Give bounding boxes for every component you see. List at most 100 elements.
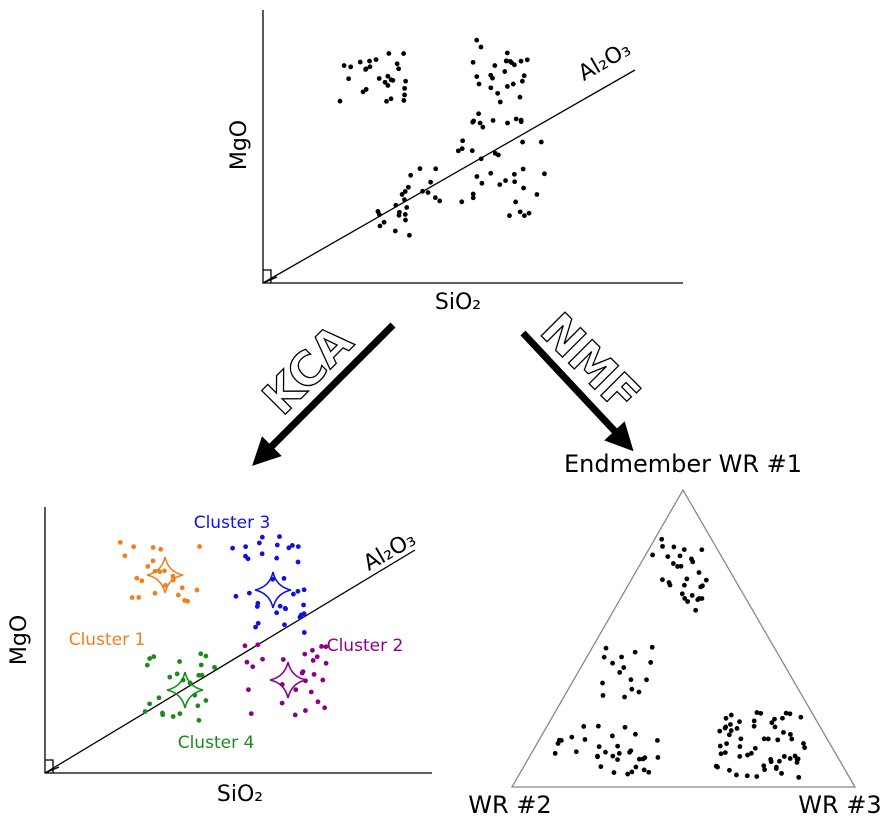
dot — [243, 544, 249, 550]
dot — [802, 745, 808, 751]
dot — [798, 714, 804, 720]
dot — [573, 749, 579, 755]
dot — [432, 195, 438, 201]
dot — [629, 769, 635, 775]
dot — [727, 767, 732, 773]
dot — [396, 212, 402, 218]
dot — [295, 588, 301, 594]
top-plot: MgO SiO₂ Al₂O₃ — [227, 10, 683, 315]
dot — [495, 90, 501, 96]
dot — [375, 209, 381, 214]
dot — [625, 771, 631, 777]
dot — [478, 156, 484, 162]
dot — [777, 758, 782, 764]
dot — [246, 590, 252, 596]
dot — [455, 148, 461, 154]
dot — [617, 670, 623, 675]
dot — [629, 686, 635, 692]
dot — [699, 596, 705, 601]
dot — [745, 752, 750, 758]
dot — [147, 656, 153, 661]
y-label: MgO — [227, 120, 252, 170]
dot — [401, 51, 407, 56]
dot — [382, 79, 388, 85]
dot — [679, 591, 685, 597]
dot — [301, 630, 307, 635]
dot — [507, 213, 512, 219]
dot — [502, 69, 508, 74]
dot — [408, 172, 414, 178]
dot — [233, 593, 239, 599]
dot — [685, 599, 691, 604]
dot — [520, 166, 526, 172]
dot — [277, 534, 282, 539]
dot — [632, 649, 638, 655]
dot — [390, 77, 396, 83]
dot — [504, 84, 510, 89]
dot — [642, 755, 648, 761]
dot — [384, 98, 389, 104]
dot — [751, 723, 757, 729]
dot — [348, 64, 354, 70]
dot — [175, 592, 181, 598]
dot — [758, 710, 764, 716]
dot — [274, 542, 280, 548]
dot — [504, 58, 509, 64]
dot — [197, 544, 202, 549]
dot — [311, 671, 317, 677]
dot — [346, 76, 351, 82]
dot — [693, 607, 699, 613]
dot — [403, 217, 408, 223]
dot — [649, 644, 655, 650]
ternary: Endmember WR #1 WR #2 WR #3 — [468, 450, 881, 819]
x-label: SiO₂ — [435, 290, 481, 315]
dot — [385, 83, 391, 88]
dot — [752, 745, 758, 751]
dot — [513, 116, 519, 122]
dot — [728, 712, 734, 718]
dot — [399, 192, 405, 197]
dot — [695, 597, 701, 603]
dot — [622, 724, 628, 730]
dot — [703, 577, 709, 583]
dot — [751, 718, 757, 724]
dot — [633, 764, 639, 770]
dot — [314, 654, 320, 660]
dot — [671, 544, 677, 550]
dot — [157, 569, 163, 575]
dot — [323, 644, 329, 650]
dot — [611, 770, 617, 775]
dot — [170, 573, 176, 579]
dot — [460, 138, 466, 144]
dot — [641, 767, 647, 773]
dot — [129, 595, 135, 600]
dot — [582, 737, 588, 742]
dot — [581, 724, 587, 729]
dot — [521, 73, 527, 79]
dot — [158, 546, 164, 552]
trend-line — [44, 549, 416, 774]
dot — [420, 188, 426, 194]
dot — [488, 85, 494, 91]
dot — [636, 689, 642, 695]
corner-mark — [262, 269, 278, 284]
dot — [388, 96, 394, 102]
dot — [470, 59, 476, 65]
dot — [253, 624, 258, 630]
dot — [682, 595, 688, 601]
dot — [246, 687, 251, 693]
dot — [628, 748, 634, 754]
dot — [524, 57, 530, 63]
dot — [322, 705, 328, 711]
vertex-label: Endmember WR #1 — [564, 450, 802, 478]
dot — [194, 587, 200, 593]
dot — [160, 712, 166, 718]
dot — [510, 81, 516, 87]
dot — [282, 605, 288, 611]
dot — [744, 773, 750, 779]
dot — [526, 210, 532, 216]
dot — [511, 62, 517, 68]
dot — [122, 553, 128, 559]
dot — [179, 585, 185, 591]
